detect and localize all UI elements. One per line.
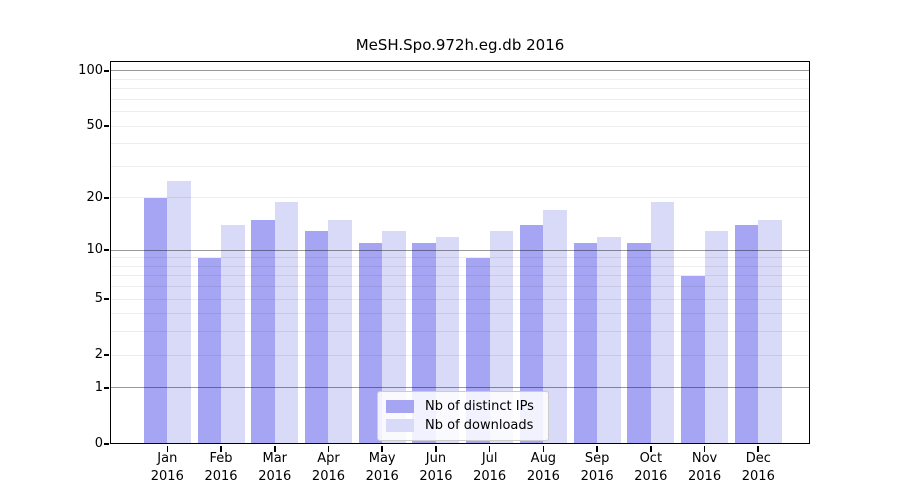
bar-downloads-dec (758, 219, 782, 444)
y-tick-label-100: 100 (78, 62, 103, 78)
legend-swatch-distinct-ips (386, 400, 414, 413)
bar-distinct-ips-jan (143, 197, 168, 444)
gridline-1 (110, 387, 810, 389)
y-tick-label-5: 5 (94, 291, 103, 307)
gridline-70 (110, 98, 810, 100)
y-tick-2 (103, 354, 109, 356)
gridline-4 (110, 313, 810, 315)
y-tick-label-20: 20 (86, 189, 103, 205)
bar-distinct-ips-mar (251, 219, 275, 444)
bar-downloads-may (382, 230, 406, 444)
y-tick-0 (103, 443, 109, 445)
gridline-80 (110, 88, 810, 90)
x-tick-dec (757, 445, 760, 452)
gridline-9 (110, 257, 810, 259)
y-tick-50 (103, 125, 109, 127)
x-tick-sep (596, 445, 598, 452)
y-tick-20 (103, 197, 109, 199)
gridline-6 (110, 286, 810, 288)
x-tick-aug (542, 445, 545, 452)
y-tick-label-1: 1 (94, 379, 103, 395)
gridline-40 (110, 143, 810, 145)
bar-downloads-jan (167, 180, 191, 444)
y-tick-label-0: 0 (94, 436, 103, 451)
bar-downloads-sep (597, 236, 621, 444)
gridline-20 (110, 197, 810, 199)
gridline-8 (110, 265, 810, 267)
bar-downloads-feb (221, 225, 245, 444)
gridline-50 (110, 125, 810, 127)
x-tick-label-sep: Sep 2016 (580, 451, 614, 484)
plot-area: Nb of distinct IPs Nb of downloads (103, 61, 810, 452)
bar-downloads-aug (543, 210, 567, 444)
gridline-7 (110, 275, 810, 277)
gridline-2 (110, 354, 810, 356)
y-tick-label-50: 50 (86, 118, 103, 134)
x-tick-jan (166, 445, 169, 452)
x-tick-label-nov: Nov 2016 (688, 451, 722, 484)
x-tick-label-aug: Aug 2016 (526, 451, 560, 484)
x-tick-mar (273, 445, 276, 452)
x-tick-label-dec: Dec 2016 (741, 451, 775, 484)
bar-distinct-ips-aug (519, 225, 544, 444)
x-tick-jul (488, 445, 491, 452)
y-tick-label-10: 10 (86, 242, 103, 258)
bar-distinct-ips-dec (734, 225, 759, 444)
legend-label-distinct-ips: Nb of distinct IPs (425, 399, 534, 414)
bar-distinct-ips-nov (681, 275, 705, 444)
y-tick-10 (103, 249, 109, 251)
x-tick-nov (703, 445, 706, 452)
bar-downloads-mar (274, 201, 299, 444)
gridline-10 (110, 249, 810, 251)
bar-downloads-jul (489, 230, 514, 444)
x-tick-label-feb: Feb 2016 (204, 451, 238, 484)
bar-distinct-ips-oct (627, 243, 651, 444)
chart-title: MeSH.Spo.972h.eg.db 2016 (355, 36, 565, 54)
legend-item-distinct-ips: Nb of distinct IPs (386, 397, 540, 416)
x-tick-label-may: May 2016 (365, 451, 399, 484)
bar-distinct-ips-feb (197, 257, 222, 444)
x-tick-label-jul: Jul 2016 (473, 451, 507, 484)
x-tick-label-jun: Jun 2016 (419, 451, 453, 484)
gridline-3 (110, 331, 810, 333)
x-tick-label-jan: Jan 2016 (150, 451, 184, 484)
x-tick-label-apr: Apr 2016 (311, 451, 346, 484)
bar-downloads-apr (328, 219, 352, 444)
gridline-5 (110, 298, 810, 300)
gridline-30 (110, 165, 810, 167)
legend: Nb of distinct IPs Nb of downloads (377, 391, 549, 441)
x-tick-label-oct: Oct 2016 (634, 451, 668, 484)
bar-distinct-ips-apr (304, 230, 329, 444)
x-tick-may (381, 445, 383, 452)
bar-distinct-ips-may (358, 243, 383, 444)
y-tick-5 (103, 298, 109, 300)
legend-swatch-downloads (386, 419, 414, 432)
bar-downloads-oct (650, 201, 675, 444)
bar-distinct-ips-sep (573, 243, 598, 444)
y-tick-label-2: 2 (94, 347, 103, 363)
x-tick-jun (435, 445, 437, 452)
gridline-100 (110, 70, 810, 72)
bar-downloads-nov (704, 230, 729, 444)
gridline-60 (110, 111, 810, 113)
y-tick-1 (103, 387, 109, 389)
legend-item-downloads: Nb of downloads (386, 416, 540, 435)
gridline-90 (110, 78, 810, 80)
x-tick-oct (650, 445, 652, 452)
x-tick-apr (327, 445, 330, 452)
legend-label-downloads: Nb of downloads (425, 418, 534, 433)
x-tick-feb (220, 445, 222, 452)
y-tick-100 (103, 70, 109, 72)
x-tick-label-mar: Mar 2016 (258, 451, 292, 484)
